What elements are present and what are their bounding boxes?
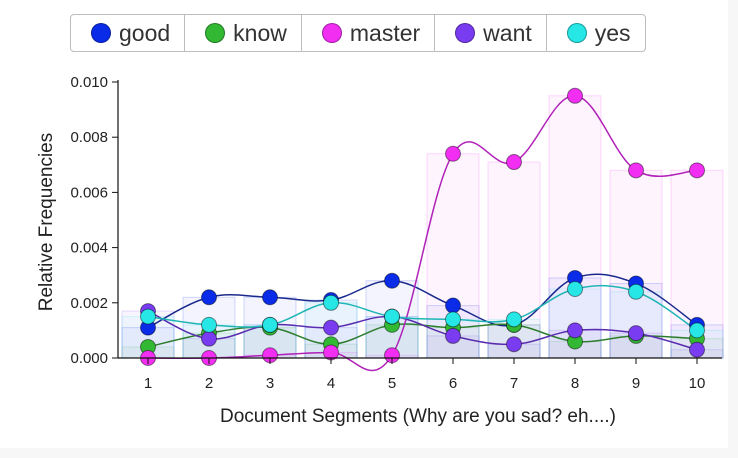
series-line-good [147, 273, 698, 329]
x-tick-label-5: 5 [388, 375, 396, 392]
point-yes-6[interactable] [445, 311, 461, 328]
x-tick-label-7: 7 [510, 375, 518, 392]
point-want-4[interactable] [323, 319, 339, 336]
legend-swatch-know [205, 23, 226, 43]
point-master-7[interactable] [506, 154, 522, 171]
x-axis-title: Document Segments (Why are you sad? eh..… [220, 406, 616, 427]
x-tick-label-6: 6 [449, 375, 457, 392]
y-tick-label-0.010: 0.010 [70, 74, 108, 91]
point-master-10[interactable] [689, 162, 705, 179]
points-layer [140, 87, 705, 366]
series-line-know [147, 323, 698, 348]
legend-label-want: want [483, 19, 532, 46]
legend-swatch-want [455, 23, 476, 43]
point-want-2[interactable] [201, 330, 217, 347]
legend-swatch-master [321, 23, 342, 43]
legend-swatch-yes [566, 23, 587, 43]
y-tick-label-0.002: 0.002 [70, 295, 108, 312]
point-want-10[interactable] [689, 341, 705, 358]
point-want-6[interactable] [445, 327, 461, 344]
point-yes-2[interactable] [201, 316, 217, 333]
point-yes-10[interactable] [689, 322, 705, 339]
series-line-yes [147, 284, 698, 332]
point-master-9[interactable] [628, 162, 644, 179]
x-tick-label-10: 10 [689, 375, 706, 392]
point-yes-1[interactable] [140, 308, 156, 325]
point-want-9[interactable] [628, 325, 644, 342]
point-yes-3[interactable] [262, 316, 278, 333]
legend-swatch-good [91, 23, 111, 43]
legend-label-know: know [233, 19, 287, 46]
x-tick-label-1: 1 [144, 375, 152, 392]
y-tick-label-0.000: 0.000 [70, 350, 108, 367]
point-want-8[interactable] [567, 322, 583, 339]
legend-item-know[interactable]: know [185, 15, 302, 51]
chart-plot: 1 2 3 4 5 6 7 8 9 10 0.000 0.002 0.004 0.006 0.008 0.01… [36, 74, 724, 427]
point-good-2[interactable] [201, 289, 217, 306]
series-line-want [147, 310, 698, 351]
axes-layer: 1 2 3 4 5 6 7 8 9 10 0.000 0.002 0.004 0.006 0.008 0.01… [70, 74, 722, 392]
point-master-6[interactable] [445, 145, 461, 162]
x-tick-label-9: 9 [632, 375, 640, 392]
y-axis-title: Relative Frequencies [36, 133, 57, 311]
legend-label-master: master [349, 19, 421, 46]
legend-item-good[interactable]: good [71, 15, 186, 51]
legend-item-master[interactable]: master [302, 15, 436, 51]
x-tick-label-8: 8 [571, 375, 579, 392]
x-tick-label-4: 4 [327, 375, 335, 392]
x-tick-label-3: 3 [266, 375, 274, 392]
point-good-5[interactable] [384, 272, 400, 289]
legend-label-yes: yes [594, 19, 631, 46]
point-good-3[interactable] [262, 289, 278, 306]
point-master-8[interactable] [567, 87, 583, 104]
legend: good know master want yes [70, 14, 646, 52]
y-tick-label-0.008: 0.008 [70, 129, 108, 146]
point-good-6[interactable] [445, 297, 461, 314]
chart-panel: good know master want yes 1 2 3 4 5 6 7 8 9 10 0.000 0.… [36, 14, 724, 427]
y-tick-label-0.004: 0.004 [70, 240, 108, 257]
legend-item-yes[interactable]: yes [547, 15, 645, 51]
y-tick-label-0.006: 0.006 [70, 184, 108, 201]
x-tick-label-2: 2 [205, 375, 213, 392]
point-yes-9[interactable] [628, 283, 644, 300]
point-yes-4[interactable] [323, 294, 339, 311]
legend-item-want[interactable]: want [435, 15, 547, 51]
point-want-7[interactable] [506, 336, 522, 353]
legend-label-good: good [119, 19, 171, 46]
bar-master-8 [548, 95, 602, 359]
point-yes-7[interactable] [506, 311, 522, 328]
bar-yes-9 [609, 291, 663, 359]
point-yes-8[interactable] [567, 281, 583, 297]
point-yes-5[interactable] [384, 308, 400, 325]
